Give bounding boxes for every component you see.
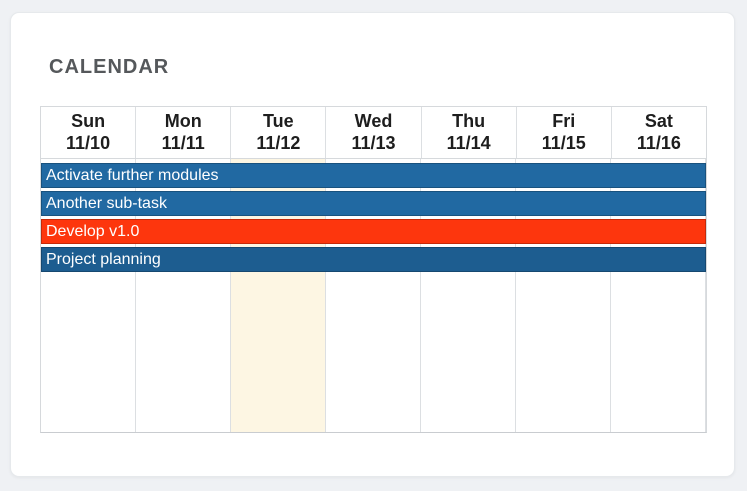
day-header-mon: Mon 11/11 bbox=[136, 107, 232, 158]
day-name: Mon bbox=[164, 111, 202, 131]
day-date: 11/10 bbox=[66, 133, 111, 153]
event-bar-project-planning[interactable]: Project planning bbox=[41, 247, 706, 272]
event-bar-activate-further-modules[interactable]: Activate further modules bbox=[41, 163, 706, 188]
day-name: Sun bbox=[71, 111, 106, 131]
calendar-card: CALENDAR Sun 11/10 Mon 11/11 Tue 11/12 W… bbox=[10, 12, 735, 477]
day-date: 11/16 bbox=[636, 133, 681, 153]
day-date: 11/13 bbox=[351, 133, 396, 153]
day-header-tue: Tue 11/12 bbox=[231, 107, 327, 158]
page-title: CALENDAR bbox=[49, 56, 170, 78]
day-name: Wed bbox=[354, 111, 393, 131]
events-layer: Activate further modules Another sub-tas… bbox=[41, 159, 706, 432]
day-name: Fri bbox=[552, 111, 576, 131]
day-header-wed: Wed 11/13 bbox=[326, 107, 422, 158]
day-name: Sat bbox=[644, 111, 673, 131]
day-name: Tue bbox=[263, 111, 294, 131]
day-header-sat: Sat 11/16 bbox=[611, 107, 706, 158]
event-bar-develop-v1-0[interactable]: Develop v1.0 bbox=[41, 219, 706, 244]
day-header-sun: Sun 11/10 bbox=[41, 107, 137, 158]
day-date: 11/12 bbox=[256, 133, 301, 153]
day-date: 11/14 bbox=[446, 133, 491, 153]
day-date: 11/11 bbox=[161, 133, 205, 153]
day-header-thu: Thu 11/14 bbox=[421, 107, 517, 158]
calendar-header-row: Sun 11/10 Mon 11/11 Tue 11/12 Wed 11/13 … bbox=[41, 107, 706, 159]
day-header-fri: Fri 11/15 bbox=[516, 107, 612, 158]
day-name: Thu bbox=[452, 111, 486, 131]
calendar-widget: Sun 11/10 Mon 11/11 Tue 11/12 Wed 11/13 … bbox=[40, 106, 707, 433]
event-bar-another-sub-task[interactable]: Another sub-task bbox=[41, 191, 706, 216]
day-date: 11/15 bbox=[541, 133, 586, 153]
calendar-body: Activate further modules Another sub-tas… bbox=[41, 159, 706, 432]
